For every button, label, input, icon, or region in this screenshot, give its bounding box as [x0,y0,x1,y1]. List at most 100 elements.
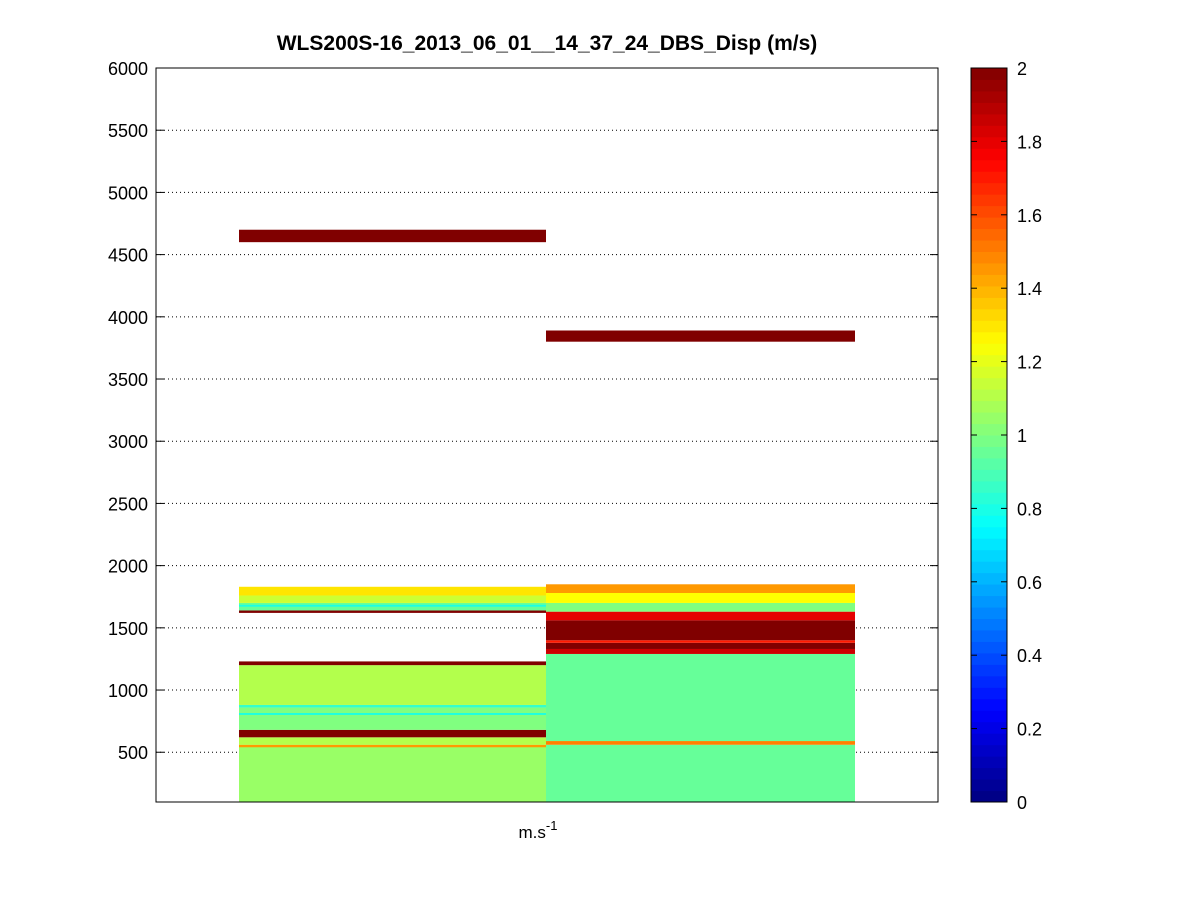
colorbar-segment [971,205,1007,218]
colorbar-segment [971,698,1007,711]
colorbar-tick-label: 1 [1017,426,1027,446]
heatmap-cell [239,707,546,730]
heatmap-cells [239,229,855,802]
colorbar-segment [971,354,1007,367]
colorbar-segment [971,68,1007,80]
y-tick-label: 3500 [108,370,148,390]
y-tick-label: 5000 [108,183,148,203]
colorbar-segment [971,274,1007,287]
colorbar-segment [971,641,1007,654]
colorbar-segment [971,90,1007,103]
colorbar-tick-label: 0.2 [1017,720,1042,740]
colorbar-segment [971,194,1007,207]
heatmap-cell [239,665,546,705]
y-tick-label: 6000 [108,59,148,79]
colorbar-segment [971,262,1007,275]
heatmap-cell [546,653,855,742]
colorbar-segment [971,240,1007,252]
y-tick-label: 1000 [108,681,148,701]
colorbar-segment [971,652,1007,665]
heatmap-cell [239,661,546,666]
colorbar-tick-label: 1.4 [1017,279,1042,299]
heatmap-cell [546,744,855,802]
colorbar-segment [971,503,1007,516]
chart-title: WLS200S-16_2013_06_01__14_37_24_DBS_Disp… [277,32,818,55]
colorbar-tick-label: 0.4 [1017,646,1042,666]
colorbar-segment [971,756,1007,769]
colorbar-segment [971,217,1007,230]
colorbar-segment [971,492,1007,505]
colorbar-segment [971,618,1007,631]
colorbar-segment [971,584,1007,597]
colorbar-segment [971,469,1007,482]
colorbar-segment [971,721,1007,734]
colorbar-tick-label: 0.6 [1017,573,1042,593]
colorbar-segment [971,710,1007,723]
colorbar-segment [971,308,1007,321]
colorbar-segment [971,435,1007,447]
colorbar-segment [971,285,1007,298]
heatmap-cell [546,602,855,612]
colorbar-tick-label: 0.8 [1017,499,1042,519]
colorbar-segment [971,423,1007,436]
colorbar-segment [971,331,1007,344]
colorbar-segment [971,113,1007,126]
colorbar-segment [971,148,1007,161]
y-tick-label: 2500 [108,494,148,514]
colorbar-segment [971,377,1007,390]
y-tick-label: 2000 [108,557,148,577]
heatmap-cell [239,744,546,748]
heatmap-cell [239,595,546,603]
heatmap-cell [546,741,855,745]
plot-area: 500 1000 1500 2000 2500 3000 3500 4000 4500 5000 5… [108,59,939,803]
x-axis-label-superscript: -1 [546,818,558,833]
colorbar-tick-label: 1.6 [1017,206,1042,226]
colorbar-segment [971,515,1007,528]
colorbar-segment [971,572,1007,585]
colorbar-segment [971,102,1007,115]
colorbar-segment [971,366,1007,379]
heatmap-cell [239,744,546,802]
colorbar-segment [971,561,1007,574]
colorbar-segment [971,457,1007,470]
heatmap-cell [546,640,855,643]
colorbar-segment [971,607,1007,619]
colorbar-segment [971,675,1007,688]
colorbar-ticks: 0 0.2 0.4 0.6 0.8 1 1.2 1.4 1.6 1.8 2 [971,59,1042,813]
plot-frame [155,67,939,803]
colorbar-segment [971,159,1007,172]
colorbar-segment [971,136,1007,149]
y-axis-ticks: 500 1000 1500 2000 2500 3000 3500 4000 4500 5000 5… [108,59,938,763]
colorbar-tick-label: 2 [1017,59,1027,79]
colorbar-segment [971,182,1007,195]
colorbar-tick-label: 1.8 [1017,132,1042,152]
colorbar-segment [971,412,1007,425]
heatmap-cell [239,602,546,611]
heatmap-cell [546,584,855,593]
colorbar-segment [971,171,1007,184]
heatmap-cell [239,604,546,607]
colorbar-segment [971,400,1007,413]
heatmap-cell [239,229,546,243]
colorbar-segment [971,687,1007,700]
heatmap-cell [239,610,546,613]
heatmap-cell [239,704,546,708]
colorbar-segment [971,733,1007,746]
colorbar-segment [971,595,1007,608]
heatmap-cell [239,737,546,745]
colorbar-segment [971,79,1007,92]
colorbar-segment [971,779,1007,792]
heatmap-cell [546,620,855,641]
y-tick-label: 1500 [108,619,148,639]
colorbar-segment [971,480,1007,493]
colorbar-segment [971,125,1007,138]
colorbar-segment [971,389,1007,402]
colorbar-segment [971,320,1007,333]
colorbar: 0 0.2 0.4 0.6 0.8 1 1.2 1.4 1.6 1.8 2 [970,59,1042,813]
colorbar-segment [971,549,1007,562]
x-axis-label: m.s-1 [519,818,558,842]
colorbar-gradient [971,68,1007,803]
colorbar-tick-label: 0 [1017,793,1027,813]
heatmap-cell [546,611,855,621]
